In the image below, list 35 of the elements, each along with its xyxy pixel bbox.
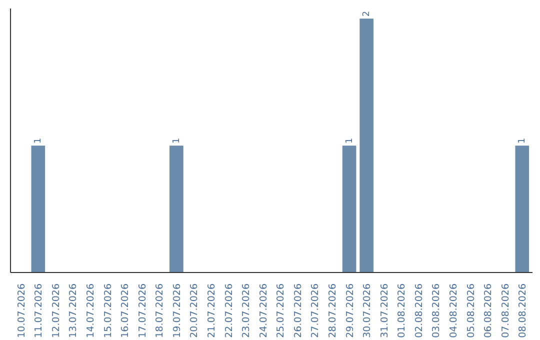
x-tick-label: 05.08.2026 <box>466 283 477 338</box>
x-tick-label: 02.08.2026 <box>414 283 425 338</box>
x-tick-label: 08.08.2026 <box>518 283 529 338</box>
data-label: 1 <box>344 138 355 144</box>
x-tick-label: 17.07.2026 <box>137 283 148 338</box>
x-tick-label: 14.07.2026 <box>86 283 97 338</box>
x-tick-label: 13.07.2026 <box>68 283 80 338</box>
x-tick-label: 25.07.2026 <box>276 283 287 338</box>
x-tick-label: 24.07.2026 <box>258 283 270 338</box>
x-tick-label: 22.07.2026 <box>224 283 235 338</box>
x-tick-label: 29.07.2026 <box>344 283 356 338</box>
x-tick-label: 26.07.2026 <box>292 283 304 338</box>
data-label: 1 <box>34 138 44 144</box>
x-tick-label: 12.07.2026 <box>50 283 62 338</box>
x-tick-label: 21.07.2026 <box>206 283 218 338</box>
x-tick-label: 03.08.2026 <box>431 283 442 338</box>
x-tick-label: 16.07.2026 <box>120 283 132 338</box>
x-tick-label: 23.07.2026 <box>241 283 252 338</box>
x-tick-label: 18.07.2026 <box>154 283 166 338</box>
x-tick-label: 28.07.2026 <box>327 283 338 338</box>
x-tick-label: 31.07.2026 <box>379 283 390 338</box>
x-tick-label: 20.07.2026 <box>189 283 200 338</box>
data-label: 1 <box>518 138 528 144</box>
x-tick-label: 27.07.2026 <box>310 283 322 338</box>
x-tick-label: 19.07.2026 <box>172 283 183 338</box>
x-tick-label: 06.08.2026 <box>483 283 494 338</box>
x-tick-label: 15.07.2026 <box>102 283 114 338</box>
data-label: 2 <box>362 10 372 17</box>
x-tick-label: 11.07.2026 <box>34 283 45 338</box>
x-tick-label: 10.07.2026 <box>16 283 28 338</box>
x-tick-label: 04.08.2026 <box>448 283 460 338</box>
x-tick-label: 07.08.2026 <box>500 283 512 338</box>
x-tick-label: 01.08.2026 <box>396 283 408 338</box>
data-label: 1 <box>172 138 182 144</box>
x-tick-label: 30.07.2026 <box>362 283 374 338</box>
